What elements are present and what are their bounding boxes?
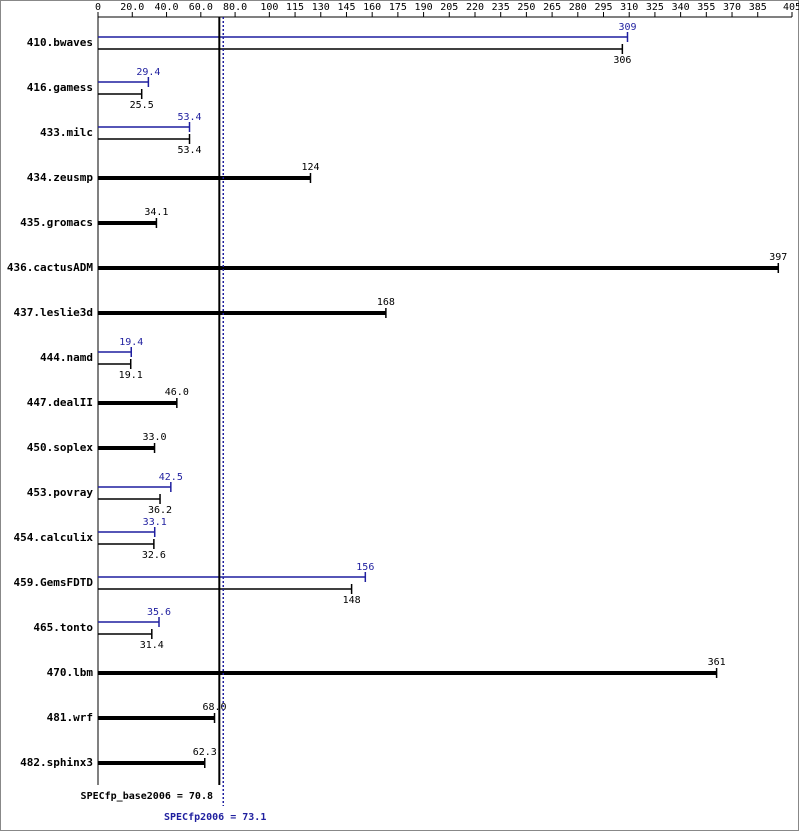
value-label: 156 <box>356 562 374 573</box>
x-tick-label: 145 <box>337 2 355 13</box>
value-label: 46.0 <box>165 387 189 398</box>
value-label: 148 <box>343 595 361 606</box>
value-label: 36.2 <box>148 505 172 516</box>
reference-label: SPECfp2006 = 73.1 <box>164 812 266 823</box>
category-label: 444.namd <box>40 351 93 364</box>
value-label: 34.1 <box>144 207 168 218</box>
value-label: 42.5 <box>159 472 183 483</box>
x-tick-label: 295 <box>594 2 612 13</box>
x-tick-label: 130 <box>312 2 330 13</box>
value-label: 33.0 <box>143 432 167 443</box>
x-tick-label: 220 <box>466 2 484 13</box>
x-tick-label: 100 <box>260 2 278 13</box>
x-tick-label: 310 <box>620 2 638 13</box>
value-label: 124 <box>301 162 319 173</box>
value-label: 25.5 <box>130 100 154 111</box>
value-label: 397 <box>769 252 787 263</box>
category-label: 454.calculix <box>14 531 94 544</box>
value-label: 62.3 <box>193 747 217 758</box>
category-label: 481.wrf <box>47 711 93 724</box>
value-label: 68.0 <box>202 702 226 713</box>
x-tick-label: 190 <box>415 2 433 13</box>
reference-label: SPECfp_base2006 = 70.8 <box>81 791 213 802</box>
category-label: 482.sphinx3 <box>20 756 93 769</box>
category-label: 436.cactusADM <box>7 261 93 274</box>
category-label: 437.leslie3d <box>14 306 93 319</box>
x-tick-label: 325 <box>646 2 664 13</box>
category-label: 435.gromacs <box>20 216 93 229</box>
category-label: 465.tonto <box>33 621 93 634</box>
x-tick-label: 355 <box>697 2 715 13</box>
category-label: 433.milc <box>40 126 93 139</box>
category-label: 410.bwaves <box>27 36 93 49</box>
x-tick-label: 205 <box>440 2 458 13</box>
x-tick-label: 20.0 <box>120 2 144 13</box>
category-label: 459.GemsFDTD <box>14 576 94 589</box>
category-label: 447.dealII <box>27 396 93 409</box>
x-tick-label: 80.0 <box>223 2 247 13</box>
category-label: 434.zeusmp <box>27 171 94 184</box>
x-tick-label: 265 <box>543 2 561 13</box>
value-label: 361 <box>708 657 726 668</box>
x-tick-label: 160 <box>363 2 381 13</box>
x-tick-label: 340 <box>672 2 690 13</box>
value-label: 306 <box>613 55 631 66</box>
value-label: 168 <box>377 297 395 308</box>
value-label: 53.4 <box>177 112 201 123</box>
value-label: 19.1 <box>119 370 143 381</box>
value-label: 32.6 <box>142 550 166 561</box>
x-tick-label: 250 <box>517 2 535 13</box>
value-label: 31.4 <box>140 640 164 651</box>
x-tick-label: 405 <box>783 2 799 13</box>
category-label: 450.soplex <box>27 441 94 454</box>
x-tick-label: 0 <box>95 2 101 13</box>
category-label: 416.gamess <box>27 81 93 94</box>
x-tick-label: 175 <box>389 2 407 13</box>
category-label: 453.povray <box>27 486 94 499</box>
x-tick-label: 60.0 <box>189 2 213 13</box>
x-tick-label: 370 <box>723 2 741 13</box>
x-tick-label: 385 <box>749 2 767 13</box>
value-label: 309 <box>618 22 636 33</box>
value-label: 35.6 <box>147 607 171 618</box>
x-tick-label: 235 <box>492 2 510 13</box>
value-label: 53.4 <box>177 145 201 156</box>
value-label: 33.1 <box>143 517 167 528</box>
x-tick-label: 115 <box>286 2 304 13</box>
value-label: 29.4 <box>136 67 160 78</box>
value-label: 19.4 <box>119 337 143 348</box>
x-tick-label: 40.0 <box>154 2 178 13</box>
x-tick-label: 280 <box>569 2 587 13</box>
category-label: 470.lbm <box>47 666 94 679</box>
